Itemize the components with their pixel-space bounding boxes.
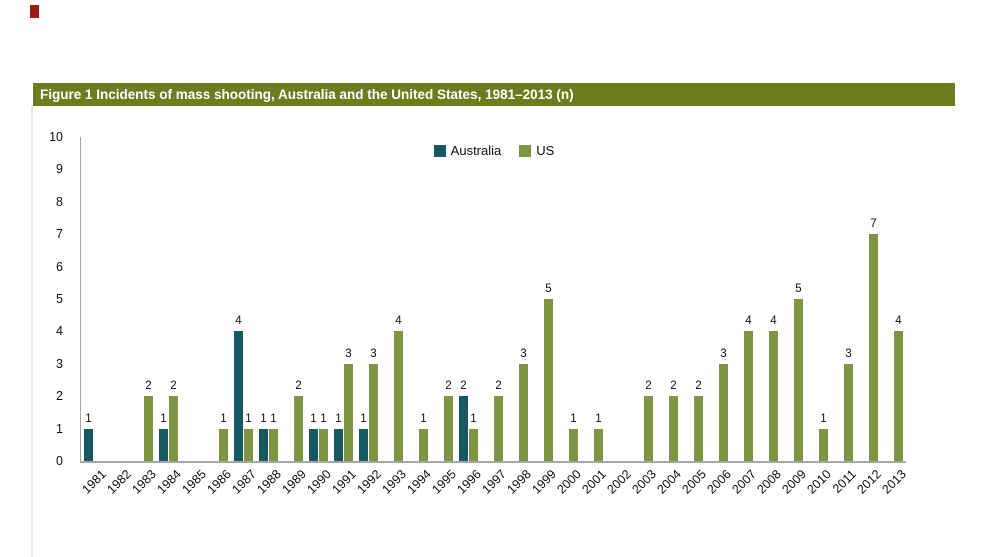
- bar-us-1990: [319, 428, 328, 461]
- bar-australia-1981: [84, 428, 93, 461]
- figure-title: Figure 1 Incidents of mass shooting, Aus…: [33, 83, 955, 106]
- bar-value-us-1998: 3: [520, 347, 527, 360]
- bar-us-1989: [294, 396, 303, 461]
- bar-value-us-1994: 1: [420, 412, 427, 425]
- bar-value-us-2000: 1: [570, 412, 577, 425]
- legend-swatch-us: [519, 144, 532, 157]
- bar-value-australia-1996: 2: [460, 380, 467, 393]
- bar-value-us-2006: 3: [720, 347, 727, 360]
- bar-us-1993: [394, 331, 403, 461]
- bar-value-us-2004: 2: [670, 380, 677, 393]
- bar-value-australia-1992: 1: [360, 412, 367, 425]
- y-tick-label-5: 5: [56, 292, 63, 306]
- legend-label-us: US: [536, 143, 555, 158]
- bar-us-2000: [569, 428, 578, 461]
- bar-value-australia-1981: 1: [85, 412, 92, 425]
- bar-value-us-1984: 2: [170, 380, 177, 393]
- bar-value-us-2003: 2: [645, 380, 652, 393]
- bar-value-us-1987: 1: [245, 412, 252, 425]
- bar-us-1999: [544, 299, 553, 461]
- y-tick-label-3: 3: [56, 356, 63, 371]
- bar-us-1997: [494, 396, 503, 461]
- bar-us-1995: [444, 396, 453, 461]
- y-tick-label-4: 4: [56, 324, 63, 339]
- bar-value-us-2009: 5: [795, 283, 802, 295]
- bar-australia-1991: [334, 428, 343, 461]
- bar-value-us-1991: 3: [345, 347, 352, 360]
- y-axis: [80, 137, 81, 461]
- legend-swatch-australia: [433, 144, 446, 157]
- bar-us-2012: [869, 234, 878, 461]
- bar-us-1983: [144, 396, 153, 461]
- bar-value-us-1988: 1: [270, 412, 277, 425]
- bar-value-australia-1988: 1: [260, 412, 267, 425]
- bar-value-us-2001: 1: [595, 412, 602, 425]
- bar-value-australia-1984: 1: [160, 412, 167, 425]
- bar-us-2003: [644, 396, 653, 461]
- bar-us-1998: [519, 363, 528, 461]
- bar-value-us-2013: 4: [895, 315, 902, 328]
- bar-us-2008: [769, 331, 778, 461]
- bar-australia-1987: [234, 331, 243, 461]
- x-axis: [80, 461, 906, 463]
- bar-australia-1988: [259, 428, 268, 461]
- bar-value-us-2008: 4: [770, 315, 777, 328]
- bar-australia-1990: [309, 428, 318, 461]
- bar-value-australia-1991: 1: [335, 412, 342, 425]
- bar-us-2004: [669, 396, 678, 461]
- bar-us-1988: [269, 428, 278, 461]
- red-bookmark-marker: [30, 5, 39, 18]
- bar-us-1996: [469, 428, 478, 461]
- legend-label-australia: Australia: [450, 143, 502, 158]
- bar-value-us-1997: 2: [495, 380, 502, 393]
- bar-value-us-1990: 1: [320, 412, 327, 425]
- bar-value-us-1989: 2: [295, 380, 302, 393]
- bar-value-us-2011: 3: [845, 347, 852, 360]
- y-tick-label-0: 0: [56, 454, 63, 468]
- bar-us-2001: [594, 428, 603, 461]
- y-tick-label-1: 1: [56, 421, 63, 436]
- bar-us-2007: [744, 331, 753, 461]
- bar-value-us-1996: 1: [470, 412, 477, 425]
- legend-item-us: US: [519, 143, 554, 158]
- y-tick-label-7: 7: [56, 227, 63, 242]
- bar-us-2006: [719, 363, 728, 461]
- bar-us-1986: [219, 428, 228, 461]
- y-tick-label-2: 2: [56, 389, 63, 404]
- bar-value-australia-1990: 1: [310, 412, 317, 425]
- bar-us-1987: [244, 428, 253, 461]
- bar-australia-1996: [459, 396, 468, 461]
- y-tick-label-10: 10: [49, 130, 63, 144]
- bar-us-2005: [694, 396, 703, 461]
- bar-value-us-2012: 7: [870, 218, 877, 231]
- y-tick-label-6: 6: [56, 259, 63, 274]
- y-tick-label-9: 9: [56, 162, 63, 177]
- bar-value-australia-1987: 4: [235, 315, 242, 328]
- bar-us-2013: [894, 331, 903, 461]
- bar-value-us-2007: 4: [745, 315, 752, 328]
- bar-us-2009: [794, 299, 803, 461]
- bar-value-us-1983: 2: [145, 380, 152, 393]
- chart-legend: Australia US: [33, 143, 955, 158]
- y-tick-label-8: 8: [56, 194, 63, 209]
- legend-item-australia: Australia: [433, 143, 502, 158]
- bar-value-us-1986: 1: [220, 412, 227, 425]
- bar-australia-1992: [359, 428, 368, 461]
- bar-us-1984: [169, 396, 178, 461]
- bar-value-us-2010: 1: [820, 412, 827, 425]
- figure-1-container: Figure 1 Incidents of mass shooting, Aus…: [31, 83, 955, 557]
- bar-value-us-2005: 2: [695, 380, 702, 393]
- bar-value-us-1995: 2: [445, 380, 452, 393]
- bar-us-1992: [369, 363, 378, 461]
- bar-us-1994: [419, 428, 428, 461]
- bar-chart: Australia US 0 1 2 3 4 5 6 7 8 9 10 1 1981 1982 2 1983 1 2…: [33, 106, 955, 557]
- bar-us-2010: [819, 428, 828, 461]
- bar-australia-1984: [159, 428, 168, 461]
- bar-value-us-1993: 4: [395, 315, 402, 328]
- bar-value-us-1992: 3: [370, 347, 377, 360]
- bar-us-1991: [344, 363, 353, 461]
- bar-us-2011: [844, 363, 853, 461]
- bar-value-us-1999: 5: [545, 283, 552, 295]
